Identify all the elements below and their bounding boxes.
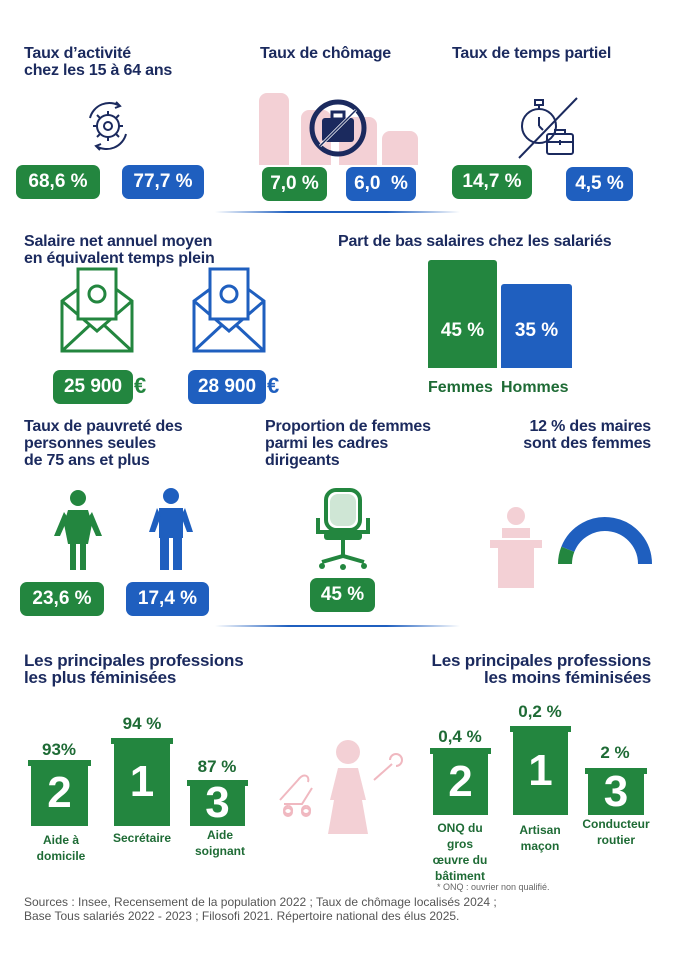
maires-donut [558,517,652,565]
podium-speaker-icon [490,507,542,588]
donut-women-arc [558,546,575,565]
chomage-women-badge: 7,0 % [262,167,327,201]
podium-label: Aide à domicile [36,833,86,863]
podium-rank-2: 2 [430,748,491,815]
bar-women: 45 % [428,260,497,368]
podium-rank-1: 1 [111,738,173,826]
currency-symbol: € [134,373,147,398]
podium-value: 93% [41,740,77,759]
podium-rank-3: 3 [187,778,248,827]
legend-men: Hommes [501,379,569,396]
podium-label: Aide soignant [195,828,245,858]
plus-feminisees-title: Les principales professions les plus fém… [24,651,244,687]
activite-women-badge: 68,6 % [16,165,100,199]
podium-value: 94 % [122,714,162,733]
donut-men-arc [561,517,652,565]
bar-men-label: 35 % [514,320,559,341]
pauvrete-men-badge: 17,4 % [126,582,209,616]
man-icon [149,488,193,570]
podium-rank-2: 2 [28,760,91,826]
podium-value: 2 % [600,743,630,762]
podium-rank-1: 1 [510,726,571,815]
salaire-men-badge: 28 900 [188,370,266,404]
woman-icon [54,490,102,570]
podium-label: ONQ du gros œuvre du bâtiment [432,821,488,883]
moins-feminisees-title: Les principales professions les moins fé… [431,651,652,687]
decor-bar [259,93,289,165]
cadres-title: Proportion de femmes parmi les cadres di… [265,418,431,469]
activite-men-badge: 77,7 % [122,165,204,199]
podium-value: 0,4 % [438,727,482,746]
partiel-men-badge: 4,5 % [566,167,633,201]
divider [215,211,460,213]
podium-rank-3: 3 [585,767,647,816]
money-envelope-icon [192,267,266,353]
stopwatch-briefcase-icon [518,97,578,159]
maires-title: 12 % des maires sont des femmes [523,418,651,452]
podium-value: 0,2 % [518,702,562,721]
bas-salaires-title: Part de bas salaires chez les salariés [338,233,612,250]
salaire-title: Salaire net annuel moyen en équivalent t… [24,233,215,267]
sources: Sources : Insee, Recensement de la popul… [24,895,497,923]
chomage-title: Taux de chômage [260,45,391,62]
decor-bar [382,131,418,165]
partiel-title: Taux de temps partiel [452,45,612,62]
podium-label: Artisan maçon [519,823,561,853]
currency-symbol: € [267,373,280,398]
woman-stroller-wrench-icon [279,740,403,834]
cadres-women-badge: 45 % [310,578,375,612]
podium-label: Secrétaire [112,831,172,845]
money-envelope-icon [60,267,134,353]
salaire-women-badge: 25 900 [53,370,133,404]
office-chair-icon [316,488,370,570]
partiel-women-badge: 14,7 % [452,165,532,199]
activite-title: Taux d’activité chez les 15 à 64 ans [24,45,173,79]
legend-women: Femmes [428,379,493,396]
pauvrete-women-badge: 23,6 % [20,582,104,616]
bar-women-label: 45 % [440,320,485,341]
pauvrete-title: Taux de pauvreté des personnes seules de… [24,418,183,469]
no-briefcase-icon [309,99,367,157]
divider [215,625,460,627]
podium-label: Conducteur routier [582,817,650,847]
gear-cycle-icon [89,101,127,151]
bar-men: 35 % [501,284,572,368]
podium-value: 87 % [197,757,237,776]
chomage-men-badge: 6,0 % [346,167,416,201]
footnote: * ONQ : ouvrier non qualifié. [437,882,550,892]
